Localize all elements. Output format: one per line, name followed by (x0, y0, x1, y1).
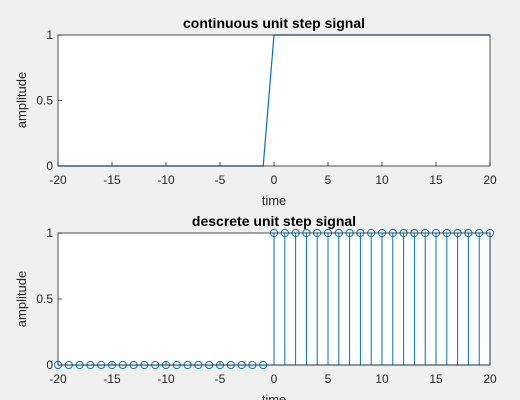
chart-title: descrete unit step signal (192, 213, 356, 229)
x-tick-label: -15 (103, 173, 121, 187)
plot-frame (57, 34, 491, 167)
y-axis-label: amplitude (14, 72, 29, 128)
ticks: -20 -15 -10 -5 0 5 10 15 20 0 0.5 1 (36, 226, 497, 386)
plot-frame (57, 232, 491, 366)
ticks: -20 -15 -10 -5 0 5 10 15 20 0 0.5 1 (36, 28, 497, 187)
y-tick-label: 0 (46, 358, 53, 372)
continuous-step-plot: continuous unit step signal time amplitu… (14, 15, 497, 208)
y-tick-label: 0.5 (36, 292, 53, 306)
x-tick-label: -10 (157, 173, 175, 187)
x-tick-label: 5 (325, 372, 332, 386)
y-tick-label: 1 (46, 226, 53, 240)
y-tick-label: 0.5 (36, 94, 53, 108)
chart-title: continuous unit step signal (183, 15, 365, 31)
x-tick-label: 0 (271, 173, 278, 187)
x-tick-label: 10 (375, 173, 389, 187)
x-tick-label: -5 (215, 173, 226, 187)
x-tick-label: -20 (49, 173, 67, 187)
x-tick-label: 20 (483, 372, 497, 386)
x-tick-label: 10 (375, 372, 389, 386)
x-tick-label: -15 (103, 372, 121, 386)
y-axis-label: amplitude (14, 271, 29, 327)
x-axis-label: time (262, 392, 287, 400)
y-tick-label: 0 (46, 159, 53, 173)
x-tick-label: -20 (49, 372, 67, 386)
x-tick-label: 15 (429, 173, 443, 187)
x-tick-label: -10 (157, 372, 175, 386)
x-tick-label: 5 (325, 173, 332, 187)
plot-area (58, 35, 490, 166)
x-tick-label: 0 (271, 372, 278, 386)
x-axis-label: time (262, 193, 287, 208)
x-tick-label: 15 (429, 372, 443, 386)
discrete-step-plot: descrete unit step signal time amplitude… (14, 213, 497, 400)
x-tick-label: -5 (215, 372, 226, 386)
y-tick-label: 1 (46, 28, 53, 42)
x-tick-label: 20 (483, 173, 497, 187)
